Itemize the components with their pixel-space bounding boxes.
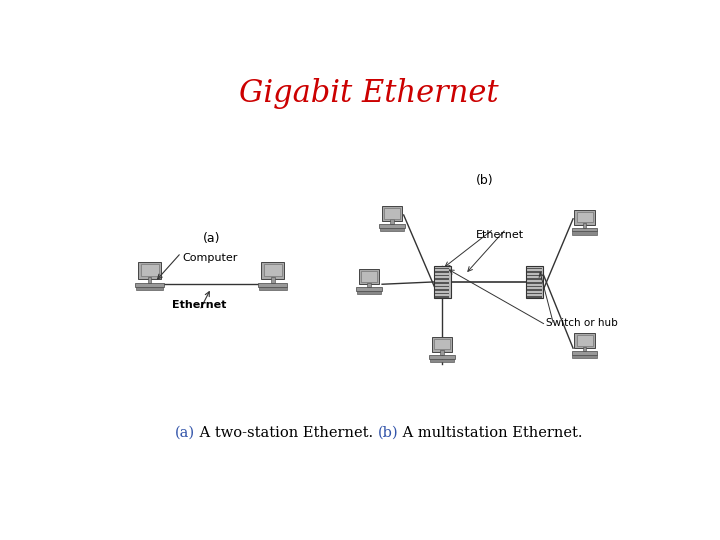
Bar (577, 335, 593, 346)
Bar (259, 287, 287, 291)
Bar (583, 347, 586, 352)
Bar (527, 293, 542, 294)
Bar (435, 275, 449, 276)
Bar (148, 278, 151, 283)
Bar (361, 271, 377, 282)
Bar (434, 339, 450, 349)
Bar (527, 286, 542, 287)
Bar (356, 287, 382, 291)
Bar (527, 271, 542, 273)
Text: Ethernet: Ethernet (172, 300, 227, 309)
Bar (384, 208, 400, 219)
Bar (527, 296, 542, 298)
Text: A two-station Ethernet.: A two-station Ethernet. (195, 426, 378, 440)
Bar (572, 228, 598, 232)
Bar (140, 265, 158, 276)
Text: A multistation Ethernet.: A multistation Ethernet. (398, 426, 583, 440)
Bar (433, 266, 451, 298)
Bar (138, 262, 161, 279)
Bar (435, 282, 449, 284)
Bar (572, 355, 597, 358)
Bar (435, 268, 449, 269)
Bar (359, 269, 379, 284)
Bar (357, 291, 381, 294)
Bar (527, 268, 542, 269)
Bar (390, 219, 394, 224)
Bar (264, 265, 282, 276)
Bar (441, 350, 444, 355)
Bar (527, 289, 542, 291)
Bar (527, 282, 542, 284)
Bar (382, 206, 402, 221)
Bar (258, 283, 287, 287)
Bar (430, 359, 454, 362)
Bar (572, 352, 598, 355)
Bar (379, 224, 405, 227)
Text: (b): (b) (476, 174, 493, 187)
Bar (572, 232, 597, 235)
Text: (a): (a) (175, 426, 195, 440)
Text: Ethernet: Ethernet (476, 231, 524, 240)
Bar (435, 296, 449, 298)
Bar (429, 355, 455, 359)
Text: Switch or hub: Switch or hub (546, 318, 618, 328)
Bar (367, 282, 371, 287)
Text: Gigabit Ethernet: Gigabit Ethernet (239, 78, 499, 109)
Text: (a): (a) (202, 232, 220, 245)
Bar (432, 337, 452, 352)
Bar (135, 283, 164, 287)
Bar (575, 333, 595, 348)
Text: (b): (b) (378, 426, 398, 440)
Bar (526, 266, 543, 298)
Bar (135, 287, 163, 291)
Bar (577, 212, 593, 222)
Bar (527, 275, 542, 276)
Bar (575, 210, 595, 225)
Bar (435, 293, 449, 294)
Bar (435, 271, 449, 273)
Bar (435, 286, 449, 287)
Bar (271, 278, 274, 283)
Bar (380, 227, 405, 231)
Bar (435, 279, 449, 280)
Bar (527, 279, 542, 280)
Text: Computer: Computer (183, 253, 238, 264)
Bar (583, 224, 586, 228)
Bar (435, 289, 449, 291)
Bar (261, 262, 284, 279)
